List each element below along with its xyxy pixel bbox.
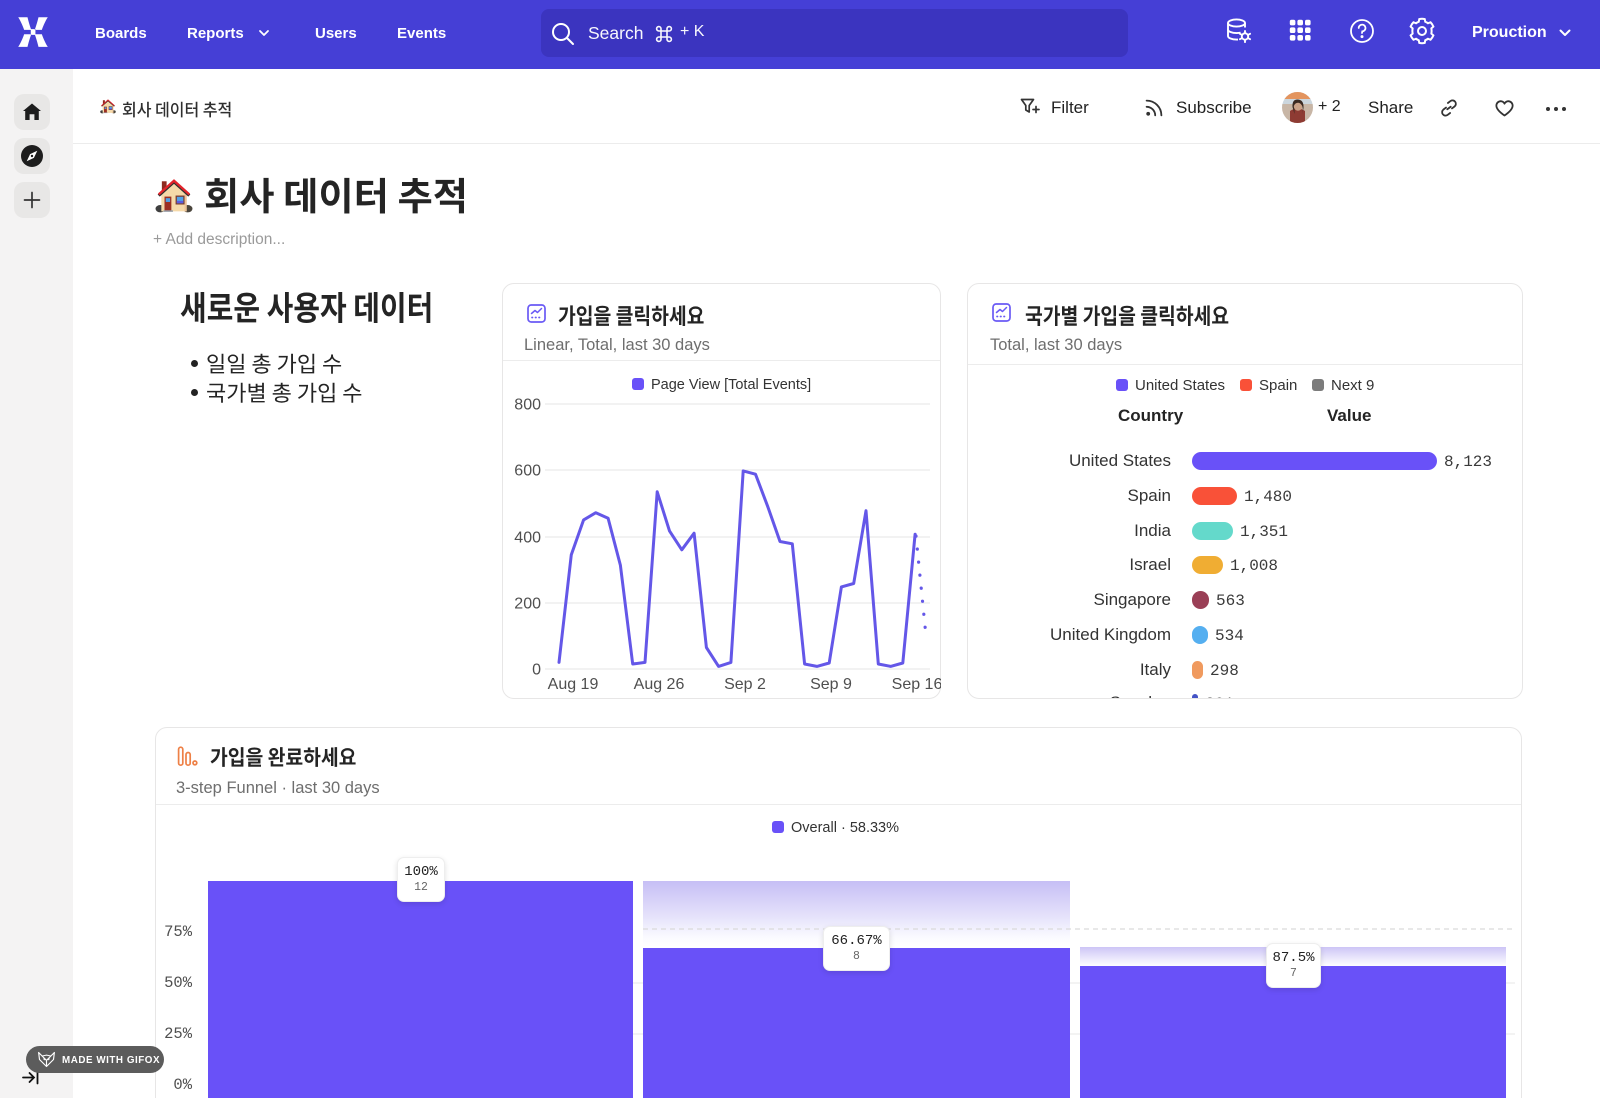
svg-text:25%: 25% [164,1025,193,1043]
svg-text:0: 0 [532,662,541,679]
svg-text:Sep 9: Sep 9 [810,676,852,693]
svg-text:800: 800 [514,397,541,414]
svg-text:75%: 75% [164,923,193,941]
svg-text:50%: 50% [164,974,193,992]
svg-text:Aug 26: Aug 26 [634,676,685,693]
svg-text:Sep 2: Sep 2 [724,676,766,693]
svg-text:600: 600 [514,463,541,480]
svg-text:400: 400 [514,530,541,547]
svg-text:200: 200 [514,596,541,613]
svg-text:Aug 19: Aug 19 [548,676,599,693]
svg-text:0%: 0% [173,1076,192,1094]
svg-text:Sep 16: Sep 16 [892,676,941,693]
